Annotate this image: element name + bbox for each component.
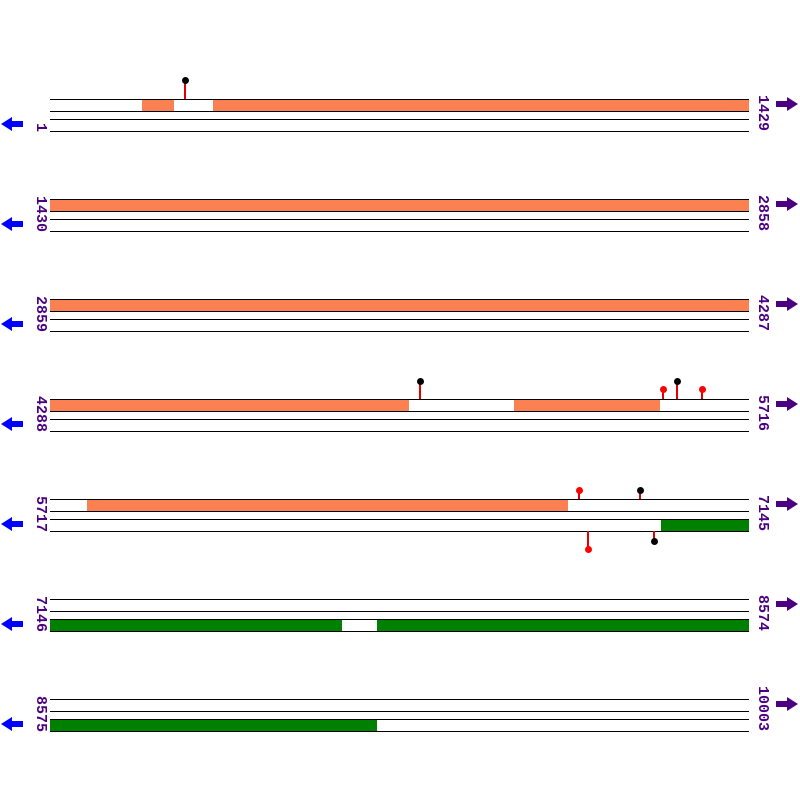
- row-start-coordinate-label: 4288: [32, 395, 49, 432]
- prev-segment-arrow-icon[interactable]: [1, 317, 23, 331]
- next-segment-arrow-icon[interactable]: [776, 497, 798, 511]
- row-end-coordinate-label: 8574: [754, 594, 771, 631]
- reverse-strand-box: [50, 519, 749, 532]
- row-end-coordinate-label: 4287: [754, 294, 771, 331]
- row-start-coordinate-label: 8575: [32, 695, 49, 732]
- forward-strand-box: [50, 99, 749, 112]
- reverse-strand-box: [50, 119, 749, 132]
- next-segment-arrow-icon[interactable]: [776, 697, 798, 711]
- marker-dot-black[interactable]: [181, 76, 189, 84]
- forward-feature-segment[interactable]: [514, 400, 660, 411]
- reverse-feature-segment[interactable]: [377, 620, 749, 631]
- row-end-coordinate-label: 10003: [754, 685, 771, 731]
- forward-feature-segment[interactable]: [213, 100, 749, 111]
- row-start-coordinate-label: 5717: [32, 495, 49, 532]
- marker-stem: [184, 80, 186, 99]
- prev-segment-arrow-icon[interactable]: [1, 117, 23, 131]
- row-end-coordinate-label: 5716: [754, 394, 771, 431]
- reverse-feature-segment[interactable]: [661, 520, 749, 531]
- marker-dot-red[interactable]: [575, 486, 583, 494]
- next-segment-arrow-icon[interactable]: [776, 297, 798, 311]
- prev-segment-arrow-icon[interactable]: [1, 717, 23, 731]
- reverse-strand-box: [50, 219, 749, 232]
- forward-strand-box: [50, 399, 749, 412]
- reverse-strand-box: [50, 719, 749, 732]
- marker-stem: [639, 490, 641, 499]
- marker-stem: [587, 531, 589, 549]
- row-start-coordinate-label: 7146: [32, 595, 49, 632]
- marker-dot-red[interactable]: [584, 545, 592, 553]
- forward-feature-segment[interactable]: [50, 300, 749, 311]
- forward-strand-box: [50, 299, 749, 312]
- reverse-strand-box: [50, 319, 749, 332]
- reverse-feature-segment[interactable]: [50, 620, 342, 631]
- marker-stem: [662, 389, 664, 399]
- next-segment-arrow-icon[interactable]: [776, 597, 798, 611]
- row-end-coordinate-label: 7145: [754, 494, 771, 531]
- marker-dot-black[interactable]: [416, 377, 424, 385]
- next-segment-arrow-icon[interactable]: [776, 97, 798, 111]
- forward-strand-box: [50, 499, 749, 512]
- forward-feature-segment[interactable]: [50, 400, 409, 411]
- forward-feature-segment[interactable]: [142, 100, 174, 111]
- forward-feature-segment[interactable]: [50, 200, 749, 211]
- reverse-strand-box: [50, 619, 749, 632]
- marker-stem: [701, 389, 703, 399]
- forward-strand-box: [50, 199, 749, 212]
- marker-dot-black[interactable]: [650, 537, 658, 545]
- prev-segment-arrow-icon[interactable]: [1, 617, 23, 631]
- marker-stem: [676, 381, 678, 399]
- reverse-strand-box: [50, 419, 749, 432]
- row-end-coordinate-label: 2858: [754, 194, 771, 231]
- marker-stem: [578, 490, 580, 499]
- next-segment-arrow-icon[interactable]: [776, 197, 798, 211]
- prev-segment-arrow-icon[interactable]: [1, 217, 23, 231]
- row-start-coordinate-label: 2859: [32, 295, 49, 332]
- marker-dot-red[interactable]: [659, 385, 667, 393]
- forward-strand-box: [50, 699, 749, 712]
- next-segment-arrow-icon[interactable]: [776, 397, 798, 411]
- prev-segment-arrow-icon[interactable]: [1, 417, 23, 431]
- marker-dot-black[interactable]: [673, 377, 681, 385]
- row-end-coordinate-label: 1429: [754, 94, 771, 131]
- row-start-coordinate-label: 1: [32, 122, 49, 132]
- marker-stem: [653, 531, 655, 541]
- marker-dot-black[interactable]: [636, 486, 644, 494]
- forward-strand-box: [50, 599, 749, 612]
- marker-dot-red[interactable]: [698, 385, 706, 393]
- marker-stem: [419, 381, 421, 399]
- prev-segment-arrow-icon[interactable]: [1, 517, 23, 531]
- reverse-feature-segment[interactable]: [50, 720, 377, 731]
- forward-feature-segment[interactable]: [87, 500, 568, 511]
- row-start-coordinate-label: 1430: [32, 195, 49, 232]
